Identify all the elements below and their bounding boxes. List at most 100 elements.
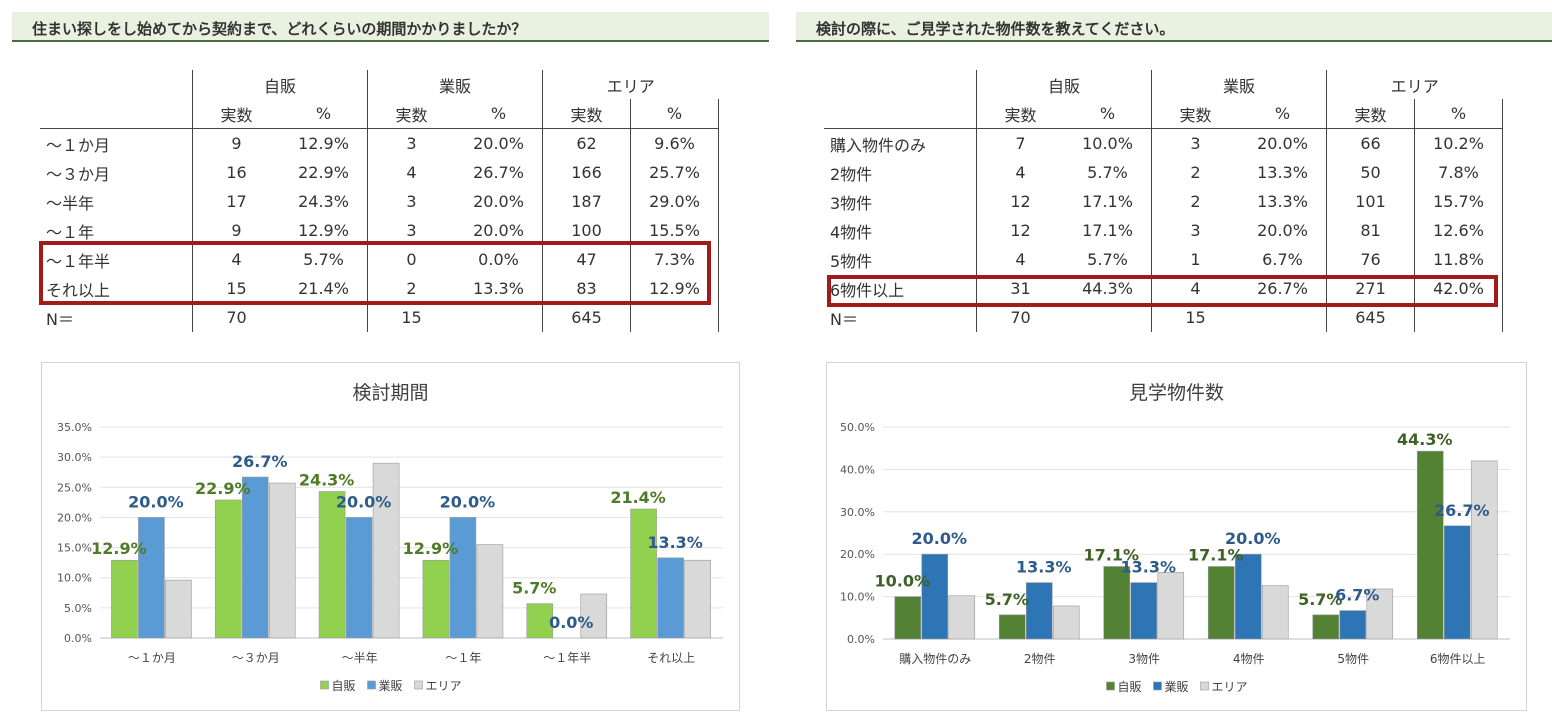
bar <box>476 544 504 639</box>
row-label: 6物件以上 <box>830 280 905 300</box>
legend-swatch <box>1153 681 1162 691</box>
data-label: 17.1% <box>1083 545 1139 564</box>
group-header: エリア <box>542 70 719 99</box>
table-cell: 3 <box>1151 216 1239 245</box>
legend-swatch <box>367 680 376 690</box>
table-cell: 7.8% <box>1414 158 1503 187</box>
bar <box>1025 582 1053 640</box>
bar <box>526 603 554 639</box>
x-tick-label: それ以上 <box>647 651 695 665</box>
y-tick-label: 35.0% <box>57 421 92 434</box>
data-label: 17.1% <box>1188 545 1244 564</box>
table-cell: 645 <box>542 303 631 332</box>
table-cell: 3 <box>367 216 455 245</box>
table-cell: 4 <box>192 245 280 274</box>
table-cell: 4 <box>976 245 1064 274</box>
table-subheader-row: 実数 % 実数 % 実数 % <box>824 99 1503 129</box>
row-label: ～１年半 <box>46 251 111 271</box>
group-header: エリア <box>1326 70 1503 99</box>
table-cell <box>280 303 368 332</box>
legend-label: 自販 <box>332 679 356 693</box>
bar <box>1443 525 1471 640</box>
table-cell: 5.7% <box>1087 250 1128 269</box>
y-tick-label: 30.0% <box>840 506 875 519</box>
legend-label: 業販 <box>1165 680 1189 694</box>
table-cell: 76 <box>1326 245 1415 274</box>
subheader: % <box>1064 99 1152 129</box>
data-label: 12.9% <box>91 539 147 558</box>
bar <box>318 491 346 639</box>
table-row: 購入物件のみ 7 10.0% 3 20.0% 66 10.2% <box>824 128 1503 158</box>
table-row: ～１か月 9 12.9% 3 20.0% 62 9.6% <box>40 128 719 158</box>
table-cell: 20.0% <box>1257 134 1308 153</box>
table-cell: 15 <box>367 303 455 332</box>
right-panel: 検討の際に、ご見学された物件数を教えてください。 自販 業販 エリア 実数 % … <box>796 0 1552 721</box>
legend-label: エリア <box>426 679 462 693</box>
bar <box>1052 605 1080 640</box>
x-tick-label: 2物件 <box>1024 652 1056 666</box>
bar <box>894 596 922 640</box>
subheader: 実数 <box>1326 99 1415 129</box>
data-label: 5.7% <box>512 579 556 598</box>
legend-swatch <box>414 680 423 690</box>
table-row: それ以上 15 21.4% 2 13.3% 83 12.9% <box>40 274 719 303</box>
x-tick-label: ～１年半 <box>543 651 591 665</box>
legend-label: 自販 <box>1118 680 1142 694</box>
x-tick-label: ～３か月 <box>232 651 280 665</box>
data-label: 26.7% <box>232 452 288 471</box>
bar <box>1130 582 1158 640</box>
table-row: ～半年 17 24.3% 3 20.0% 187 29.0% <box>40 187 719 216</box>
table-cell: 645 <box>1326 303 1415 332</box>
table-cell: 50 <box>1326 158 1415 187</box>
table-cell <box>1239 303 1327 332</box>
table-cell: 12.9% <box>298 221 349 240</box>
chart-container: 検討期間 0.0% 5.0% 10.0% 15.0% 20.0% 25.0% 30.0% 35.… <box>41 362 740 711</box>
table-row: 5物件 4 5.7% 1 6.7% 76 11.8% <box>824 245 1503 274</box>
table-cell: 17.1% <box>1082 192 1133 211</box>
table-cell: 15 <box>192 274 280 303</box>
bar-chart: 見学物件数 0.0% 10.0% 20.0% 30.0% 40.0% 50.0% 購入物件のみ… <box>840 382 1510 694</box>
table-total-row: N＝ 70 15 645 <box>40 303 719 332</box>
x-tick-label: ～１か月 <box>128 651 176 665</box>
row-label: ～半年 <box>46 193 95 213</box>
y-tick-label: 10.0% <box>840 591 875 604</box>
bar <box>657 557 684 639</box>
question-text: 検討の際に、ご見学された物件数を教えてください。 <box>816 20 1175 38</box>
x-tick-label: 4物件 <box>1233 652 1265 666</box>
bar-chart: 検討期間 0.0% 5.0% 10.0% 15.0% 20.0% 25.0% 30.0% 35.… <box>57 382 723 693</box>
bar <box>1366 588 1394 640</box>
data-label: 20.0% <box>440 492 496 511</box>
table-row: ～１年 9 12.9% 3 20.0% 100 15.5% <box>40 216 719 245</box>
table-cell <box>455 303 543 332</box>
table-cell: 47 <box>542 245 631 274</box>
table-cell: 12 <box>976 216 1064 245</box>
subheader: % <box>455 99 543 129</box>
table-cell: 62 <box>542 128 631 158</box>
chart-container: 見学物件数 0.0% 10.0% 20.0% 30.0% 40.0% 50.0% 購入物件のみ… <box>826 362 1527 711</box>
legend-swatch <box>320 680 329 690</box>
bar <box>1470 460 1498 640</box>
group-header: 業販 <box>367 70 543 99</box>
table-cell: 17.1% <box>1082 221 1133 240</box>
subheader: 実数 <box>976 99 1064 129</box>
question-banner: 検討の際に、ご見学された物件数を教えてください。 <box>796 12 1552 42</box>
table-cell: 6.7% <box>1262 250 1303 269</box>
table-cell <box>630 303 719 332</box>
row-label: ～１年 <box>46 222 95 242</box>
data-label: 0.0% <box>549 613 593 632</box>
table-cell: 12.6% <box>1414 216 1503 245</box>
table-cell: 29.0% <box>630 187 719 216</box>
group-header: 自販 <box>976 70 1152 99</box>
bar <box>422 559 450 639</box>
y-tick-label: 50.0% <box>840 421 875 434</box>
bar <box>214 499 242 639</box>
bar <box>630 508 657 639</box>
subheader: 実数 <box>542 99 631 129</box>
data-label: 22.9% <box>195 479 251 498</box>
row-label: N＝ <box>830 309 858 329</box>
bar <box>1157 572 1185 640</box>
row-label: ～１か月 <box>46 135 111 155</box>
data-label: 6.7% <box>1335 586 1379 605</box>
table-cell <box>1414 303 1503 332</box>
table-total-row: N＝ 70 15 645 <box>824 303 1503 332</box>
